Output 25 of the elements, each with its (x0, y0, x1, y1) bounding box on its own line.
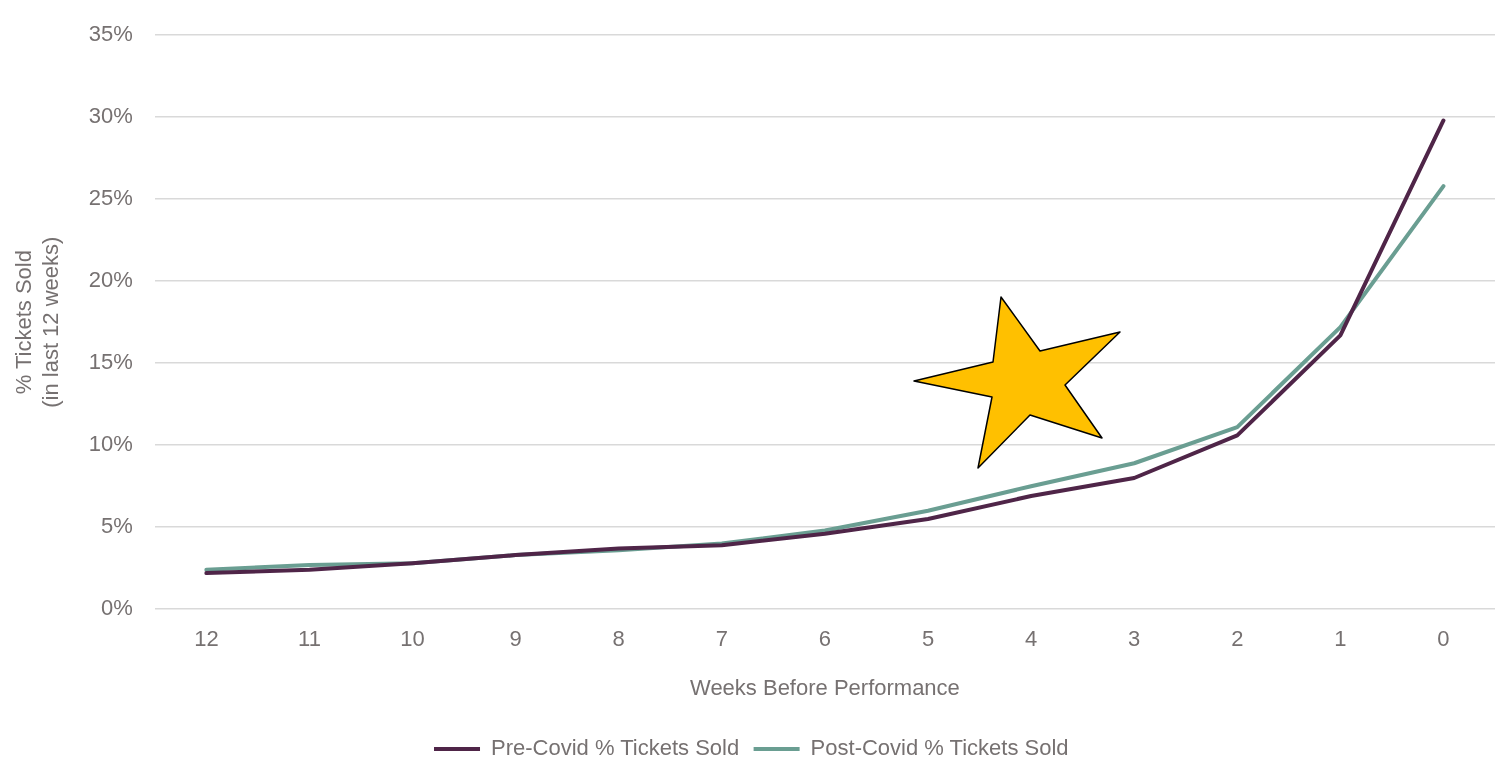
y-tick-label: 5% (101, 513, 133, 539)
legend-label: Pre-Covid % Tickets Sold (491, 735, 740, 761)
x-tick-label: 10 (400, 626, 425, 652)
x-tick-label: 2 (1231, 626, 1244, 652)
x-tick-label: 4 (1024, 626, 1038, 652)
x-tick-label: 8 (612, 626, 625, 652)
y-tick-label: 35% (88, 21, 133, 47)
y-tick-label: 30% (88, 103, 133, 129)
x-tick-label: 11 (298, 626, 321, 652)
legend-label: Post-Covid % Tickets Sold (810, 735, 1069, 761)
x-tick-label: 7 (715, 626, 728, 652)
y-tick-label: 25% (88, 185, 133, 211)
y-tick-label: 15% (88, 349, 133, 375)
x-tick-label: 6 (818, 626, 832, 652)
x-tick-label: 0 (1437, 626, 1450, 652)
x-tick-label: 9 (509, 626, 522, 652)
x-tick-label: 12 (194, 626, 219, 652)
y-tick-label: 20% (88, 267, 133, 293)
y-tick-label: 0% (101, 595, 133, 621)
x-tick-label: 1 (1334, 626, 1347, 652)
x-tick-label: 3 (1128, 626, 1141, 652)
x-tick-label: 5 (921, 626, 935, 652)
y-axis-title: % Tickets Sold (in last 12 weeks) (11, 236, 63, 408)
x-axis-title: Weeks Before Performance (690, 674, 960, 700)
y-tick-label: 10% (88, 431, 133, 457)
